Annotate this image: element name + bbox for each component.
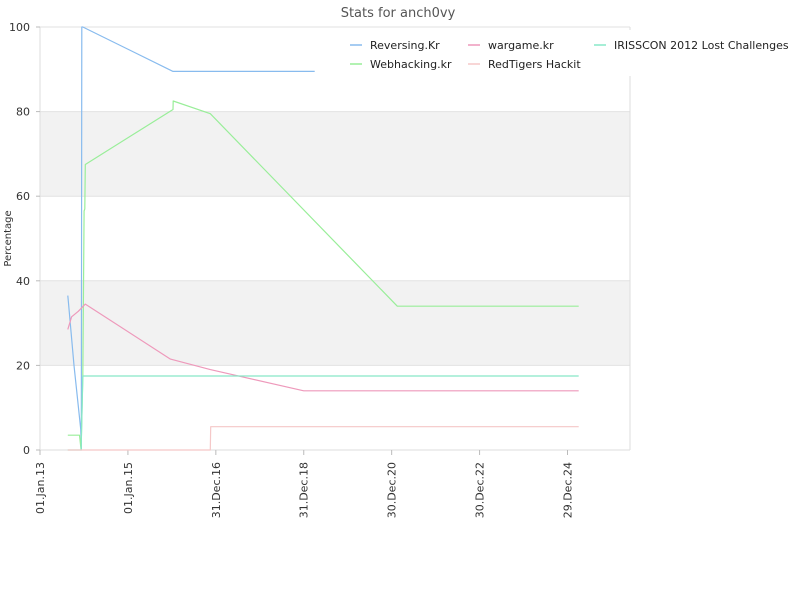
legend-label: Webhacking.kr <box>370 58 452 71</box>
legend-label: Reversing.Kr <box>370 39 440 52</box>
x-tick-label: 31.Dec.16 <box>210 462 223 518</box>
y-tick-label: 80 <box>16 106 30 119</box>
y-tick-label: 40 <box>16 275 30 288</box>
grid-band <box>40 111 630 197</box>
chart-title: Stats for anch0vy <box>341 6 456 21</box>
x-tick-label: 31.Dec.18 <box>298 462 311 518</box>
legend-box <box>338 30 793 76</box>
x-tick-label: 29.Dec.24 <box>561 462 574 518</box>
y-tick-label: 0 <box>23 444 30 457</box>
y-axis-label: Percentage <box>3 210 14 266</box>
x-tick-label: 30.Dec.22 <box>474 462 487 518</box>
series-line-wargame-kr <box>67 303 579 392</box>
y-tick-label: 20 <box>16 359 30 372</box>
x-tick-label: 01.Jan.15 <box>122 462 135 514</box>
x-tick-label: 30.Dec.20 <box>386 462 399 518</box>
series-line-redtigers-hackit <box>67 426 579 451</box>
x-tick-label: 01.Jan.13 <box>34 462 47 514</box>
series-line-reversing-kr <box>67 26 315 451</box>
grid-band <box>40 280 630 366</box>
series-line-irisscon-2012-lost-challenges <box>67 375 579 451</box>
legend-label: RedTigers Hackit <box>488 58 581 71</box>
y-tick-label: 60 <box>16 190 30 203</box>
legend-label: wargame.kr <box>488 39 554 52</box>
y-tick-label: 100 <box>9 21 30 34</box>
legend-label: IRISSCON 2012 Lost Challenges <box>614 39 789 52</box>
